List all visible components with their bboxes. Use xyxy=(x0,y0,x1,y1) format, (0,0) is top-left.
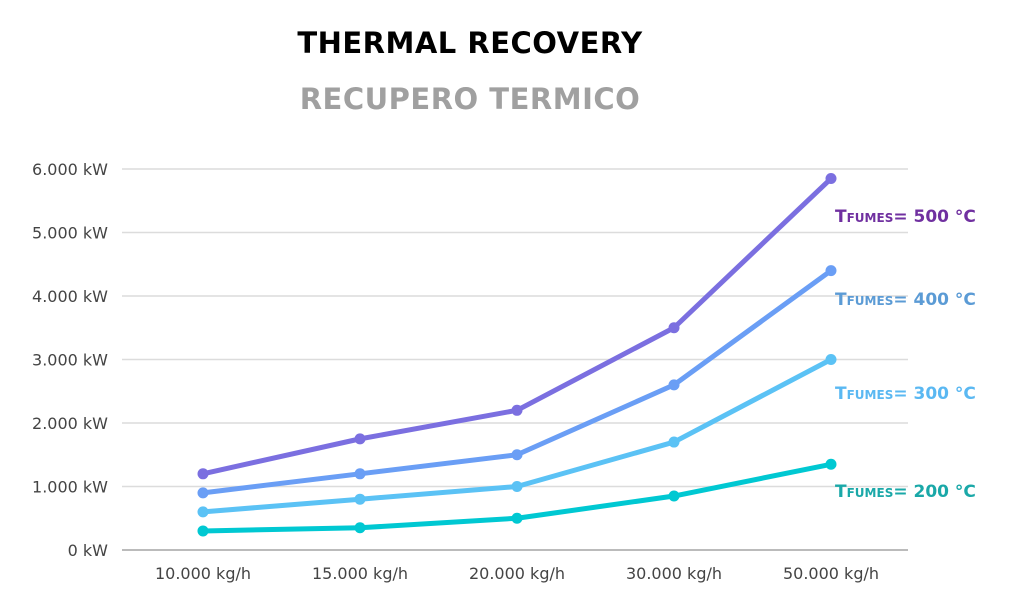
y-tick-label: 2.000 kW xyxy=(32,414,108,433)
series-label-prefix: T xyxy=(835,207,847,227)
data-point xyxy=(511,449,523,461)
y-tick-label: 6.000 kW xyxy=(32,160,108,179)
series-label: TFUMES= 300 °C xyxy=(835,384,976,404)
data-point xyxy=(668,490,680,502)
y-tick-label: 5.000 kW xyxy=(32,224,108,243)
series-label-prefix: T xyxy=(835,482,847,502)
series-label-name: = 300 °C xyxy=(893,384,976,404)
x-tick-label: 15.000 kg/h xyxy=(312,564,408,583)
series-label: TFUMES= 200 °C xyxy=(835,482,976,502)
y-tick-label: 3.000 kW xyxy=(32,351,108,370)
x-tick-label: 50.000 kg/h xyxy=(783,564,879,583)
chart-title: THERMAL RECOVERY xyxy=(297,26,643,60)
chart-subtitle: RECUPERO TERMICO xyxy=(299,82,641,116)
series-label-sub: FUMES xyxy=(847,486,894,500)
data-point xyxy=(668,322,680,334)
x-tick-label: 20.000 kg/h xyxy=(469,564,565,583)
series-label-prefix: T xyxy=(835,290,847,310)
series-label: TFUMES= 400 °C xyxy=(835,290,976,310)
data-point xyxy=(354,493,366,505)
data-point xyxy=(197,487,209,499)
data-point xyxy=(668,436,680,448)
data-point xyxy=(825,354,837,365)
data-point xyxy=(511,512,523,524)
data-point xyxy=(825,265,837,277)
series-label-name: = 500 °C xyxy=(893,207,976,227)
data-point xyxy=(668,379,680,391)
series-label-sub: FUMES xyxy=(847,294,894,308)
x-tick-label: 10.000 kg/h xyxy=(155,564,251,583)
series-label-name: = 200 °C xyxy=(893,482,976,502)
y-tick-label: 0 kW xyxy=(68,541,109,560)
y-tick-label: 4.000 kW xyxy=(32,287,108,306)
series-line xyxy=(200,176,834,477)
series-label: TFUMES= 500 °C xyxy=(835,207,976,227)
series-label-prefix: T xyxy=(835,384,847,404)
data-point xyxy=(825,173,837,185)
data-point xyxy=(354,468,366,480)
data-point xyxy=(511,481,523,492)
data-point xyxy=(197,468,209,480)
series-label-name: = 400 °C xyxy=(893,290,976,310)
data-point xyxy=(511,404,523,416)
data-point xyxy=(197,506,209,518)
y-tick-label: 1.000 kW xyxy=(32,478,108,497)
data-point xyxy=(197,525,209,537)
x-tick-label: 30.000 kg/h xyxy=(626,564,722,583)
series-label-sub: FUMES xyxy=(847,211,894,225)
data-point xyxy=(825,458,837,470)
data-point xyxy=(354,433,366,445)
series-label-sub: FUMES xyxy=(847,388,894,402)
data-point xyxy=(354,522,366,534)
